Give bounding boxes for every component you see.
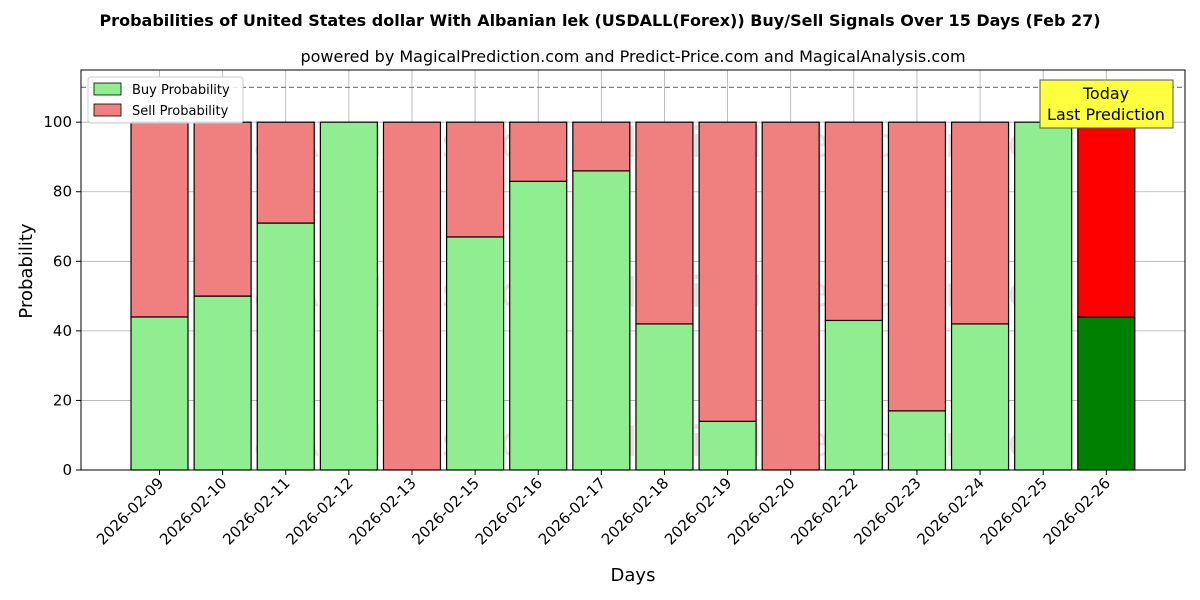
today-annotation: Today Last Prediction [1039,79,1174,129]
legend-label-buy: Buy Probability [132,83,230,98]
y-tick-label: 80 [53,183,72,201]
buy-bar [887,410,947,471]
buy-bar [509,180,568,471]
today-annotation-line2: Last Prediction [1047,105,1165,124]
sell-bar [382,121,442,471]
y-axis-label: Probability [16,223,37,318]
chart-subtitle: powered by MagicalPrediction.com and Pre… [300,47,965,66]
x-axis-label: Days [611,565,656,586]
sell-bar [824,121,883,322]
sell-bar [887,121,947,412]
buy-bar [698,420,757,471]
buy-bar [572,170,631,471]
today-annotation-box [1039,79,1174,129]
sell-bar [698,121,757,422]
buy-bar [635,323,694,471]
legend: Buy Probability Sell Probability [87,76,244,124]
buy-bar [193,295,252,471]
sell-bar [509,121,568,182]
buy-bar [1077,316,1136,471]
legend-box [87,76,244,124]
sell-bar [130,121,189,318]
chart-title: Probabilities of United States dollar Wi… [99,11,1100,30]
today-annotation-line1: Today [1082,84,1129,103]
sell-bar [1077,121,1136,318]
plot-frame [80,69,1186,471]
buy-bar [824,319,883,471]
legend-swatch-buy [93,82,122,96]
y-tick-label: 60 [53,252,72,270]
y-tick-label: 0 [62,461,72,479]
sell-bar [193,121,252,297]
buy-bar [256,222,315,471]
sell-bar [761,121,820,471]
y-tick-label: 40 [53,322,72,340]
sell-bar [635,121,694,325]
sell-bar [572,121,631,172]
y-tick-label: 100 [43,113,72,131]
y-tick-label: 20 [53,391,72,409]
buy-bar [319,121,378,471]
buy-bar [1014,121,1073,471]
sell-bar [950,121,1010,325]
sell-bar [446,121,505,238]
legend-label-sell: Sell Probability [132,104,229,119]
sell-bar [256,121,315,224]
legend-swatch-sell [93,103,122,117]
buy-bar [446,236,505,471]
buy-bar [950,323,1010,471]
buy-bar [130,316,189,471]
plot-area: MagicalAnalysis.comMagicalPrediction.com… [43,69,1186,548]
